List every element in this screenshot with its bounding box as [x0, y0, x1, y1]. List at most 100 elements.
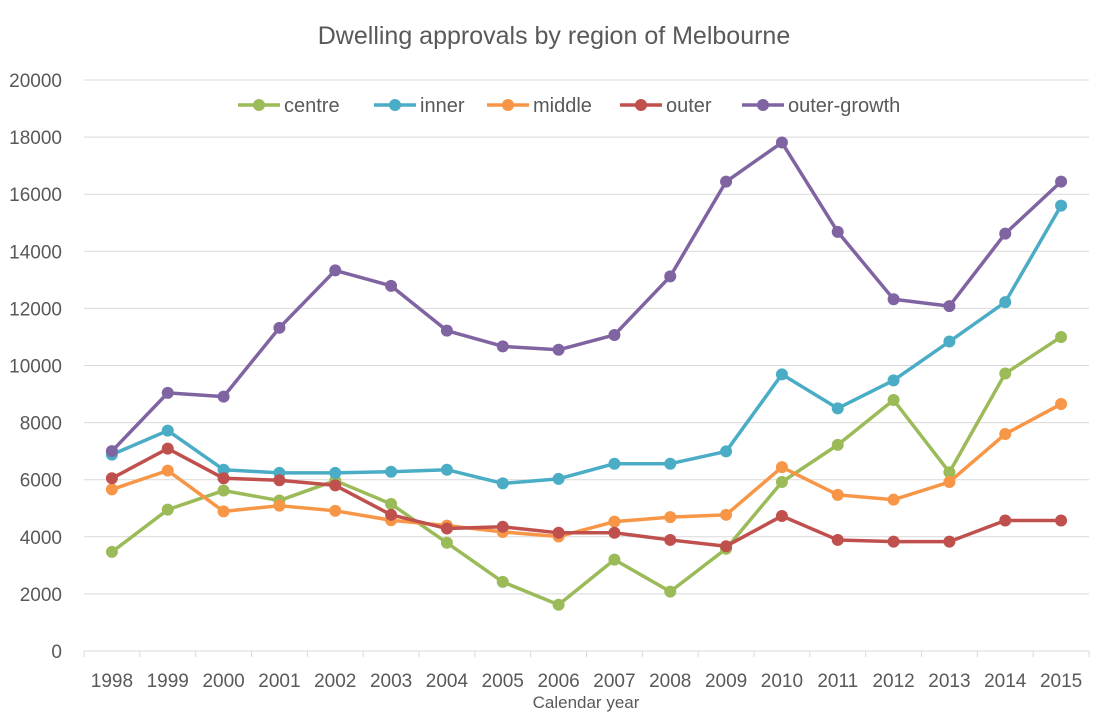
y-tick-label: 12000 — [9, 299, 62, 320]
x-tick-label: 2009 — [705, 671, 747, 692]
data-point-middle — [720, 508, 733, 521]
data-point-outer — [831, 533, 844, 546]
data-point-middle — [608, 515, 621, 528]
data-point-inner — [161, 424, 174, 437]
x-tick-label: 2010 — [761, 671, 803, 692]
series-line-outer — [111, 446, 1062, 548]
legend-label: outer-growth — [788, 95, 900, 117]
y-tick-label: 4000 — [20, 528, 62, 549]
data-point-inner — [608, 457, 621, 470]
data-point-outer-growth — [161, 386, 174, 399]
data-point-inner — [831, 402, 844, 415]
y-tick-label: 0 — [51, 642, 62, 663]
legend-marker — [757, 99, 769, 111]
x-tick-label: 2005 — [482, 671, 524, 692]
data-point-middle — [273, 499, 286, 512]
data-point-inner — [217, 463, 230, 476]
x-axis-label: Calendar year — [533, 693, 640, 712]
data-point-outer-growth — [999, 227, 1012, 240]
data-point-outer-growth — [608, 328, 621, 341]
data-point-centre — [105, 545, 118, 558]
x-tick-label: 2014 — [984, 671, 1027, 692]
data-point-inner — [999, 296, 1012, 309]
data-point-outer — [217, 472, 230, 485]
data-point-outer-growth — [664, 270, 677, 283]
data-point-outer-growth — [831, 225, 844, 238]
data-point-outer-growth — [385, 279, 398, 292]
series-outer — [105, 442, 1068, 553]
y-tick-label: 20000 — [9, 71, 62, 92]
data-point-inner — [552, 472, 565, 485]
data-point-middle — [831, 488, 844, 501]
data-point-middle — [217, 505, 230, 518]
x-tick-label: 2001 — [258, 671, 300, 692]
legend: centre inner middle outer outer-growth — [238, 95, 900, 117]
data-point-centre — [608, 553, 621, 566]
data-point-inner — [440, 463, 453, 476]
legend-marker — [253, 99, 265, 111]
legend-label: middle — [533, 95, 592, 117]
data-point-outer-growth — [217, 390, 230, 403]
data-point-outer-growth — [105, 445, 118, 458]
series-lines — [105, 136, 1068, 611]
data-point-inner — [887, 374, 900, 387]
x-tick-label: 2004 — [426, 671, 469, 692]
x-tick-label: 2006 — [537, 671, 579, 692]
x-tick-label: 2013 — [928, 671, 970, 692]
y-axis-ticks: 0 2000 4000 6000 8000 10000 12000 14000 16000 180… — [9, 71, 62, 663]
x-tick-label: 2000 — [202, 671, 244, 692]
data-point-centre — [1055, 330, 1068, 343]
x-tick-label: 1999 — [147, 671, 189, 692]
series-outer-growth — [105, 136, 1068, 458]
x-tick-label: 2012 — [872, 671, 914, 692]
data-point-outer — [943, 535, 956, 548]
data-point-inner — [496, 477, 509, 490]
series-line-centre — [110, 335, 1063, 607]
series-line-inner — [111, 204, 1063, 486]
data-point-inner — [1055, 199, 1068, 212]
data-point-centre — [496, 575, 509, 588]
data-point-outer — [496, 520, 509, 533]
legend-item-outer-growth: outer-growth — [742, 95, 900, 117]
data-point-outer-growth — [496, 340, 509, 353]
data-point-outer — [887, 535, 900, 548]
data-point-outer — [329, 479, 342, 492]
data-point-middle — [943, 475, 956, 488]
data-point-inner — [775, 368, 788, 381]
x-tick-label: 1998 — [91, 671, 133, 692]
data-point-inner — [385, 465, 398, 478]
legend-item-inner: inner — [374, 95, 465, 117]
data-point-outer — [664, 533, 677, 546]
y-tick-label: 2000 — [20, 585, 62, 606]
data-point-centre — [440, 536, 453, 549]
y-tick-label: 6000 — [20, 471, 62, 492]
legend-label: inner — [420, 95, 465, 117]
data-point-outer-growth — [720, 175, 733, 188]
data-point-outer — [775, 509, 788, 522]
data-point-outer-growth — [440, 324, 453, 337]
data-point-centre — [385, 497, 398, 510]
series-middle — [105, 398, 1068, 543]
x-tick-label: 2015 — [1040, 671, 1082, 692]
y-tick-label: 8000 — [20, 414, 62, 435]
data-point-centre — [552, 598, 565, 611]
data-point-outer-growth — [887, 293, 900, 306]
data-point-outer — [1055, 514, 1068, 527]
legend-item-centre: centre — [238, 95, 340, 117]
data-point-middle — [887, 493, 900, 506]
x-tick-label: 2003 — [370, 671, 412, 692]
data-point-outer — [608, 526, 621, 539]
data-point-centre — [999, 367, 1012, 380]
data-point-centre — [161, 503, 174, 516]
data-point-outer-growth — [273, 321, 286, 334]
data-point-middle — [999, 428, 1012, 441]
data-point-outer — [720, 540, 733, 553]
data-point-centre — [217, 484, 230, 497]
data-point-centre — [887, 394, 900, 407]
data-point-middle — [775, 461, 788, 474]
x-axis: 1998 1999 2000 2001 2002 2003 2004 2005 2006 2007… — [83, 650, 1090, 692]
legend-marker — [635, 99, 647, 111]
chart-title: Dwelling approvals by region of Melbourn… — [318, 22, 791, 50]
series-line-outer-growth — [110, 140, 1063, 453]
